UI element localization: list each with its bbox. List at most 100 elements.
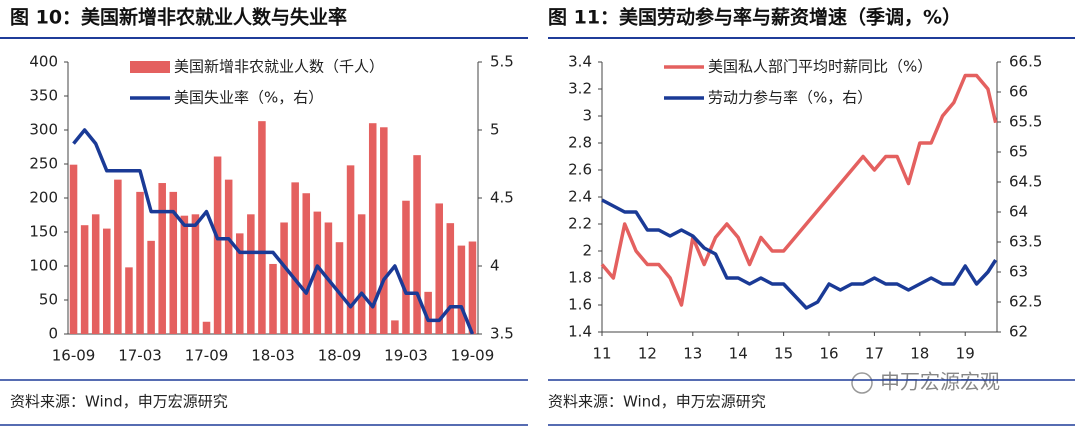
y-tick-label: 2.4 [568, 188, 592, 206]
x-tick-label: 16-09 [52, 347, 96, 365]
y-tick-label: 3 [582, 107, 592, 125]
y-tick-label: 1.4 [568, 323, 592, 341]
bar [313, 211, 322, 334]
bar [402, 200, 410, 334]
line-series [601, 198, 998, 310]
y2-tick-label: 64.5 [1009, 173, 1042, 191]
bar [191, 214, 200, 334]
y2-tick-label: 62.5 [1009, 293, 1042, 311]
y-tick-label: 300 [29, 121, 58, 139]
x-tick-label: 18-03 [251, 347, 295, 365]
y-tick-label: 3.2 [568, 80, 592, 98]
bar [468, 241, 477, 334]
bar [391, 320, 399, 334]
x-tick-label: 17-09 [185, 347, 229, 365]
bar [280, 222, 288, 334]
y-tick-label: 200 [29, 189, 58, 207]
bar [346, 165, 355, 334]
bar [380, 127, 388, 334]
x-tick-label: 11 [592, 345, 611, 363]
bar [247, 214, 255, 334]
x-tick-label: 14 [729, 345, 748, 363]
bar [435, 203, 443, 334]
bar [147, 240, 155, 334]
y-tick-label: 250 [29, 155, 58, 173]
bar [180, 215, 189, 334]
legend-label: 美国失业率（%，右） [174, 89, 323, 107]
y2-tick-label: 65.5 [1009, 113, 1042, 131]
bar [335, 242, 344, 334]
y2-tick-label: 66.5 [1009, 53, 1042, 71]
line-series [600, 73, 998, 307]
bar [258, 121, 266, 334]
y-tick-label: 3.4 [568, 53, 592, 71]
legend-swatch [130, 61, 170, 73]
chart-title: 图 10：美国新增非农就业人数与失业率 [10, 6, 347, 29]
y-tick-label: 0 [48, 325, 58, 343]
bar [424, 291, 432, 334]
y-tick-label: 150 [29, 223, 58, 241]
y-tick-label: 1.8 [568, 269, 592, 287]
x-tick-label: 16 [819, 345, 838, 363]
watermark-icon [851, 372, 873, 394]
x-tick-label: 12 [638, 345, 657, 363]
y2-tick-label: 5.5 [490, 53, 514, 71]
x-tick-label: 15 [774, 345, 793, 363]
y-tick-label: 1.6 [568, 296, 592, 314]
x-tick-label: 18 [910, 345, 929, 363]
legend-label: 美国新增非农就业人数（千人） [174, 58, 384, 76]
x-tick-label: 19-09 [451, 347, 495, 365]
x-tick-label: 17-03 [118, 347, 162, 365]
y-tick-label: 100 [29, 257, 58, 275]
bar [80, 225, 89, 334]
y2-tick-label: 4 [490, 257, 500, 275]
x-tick-label: 18-09 [318, 347, 362, 365]
bar [235, 233, 244, 334]
x-tick-label: 17 [865, 345, 884, 363]
bar [114, 179, 122, 334]
bar [357, 214, 366, 334]
x-tick-label: 19-03 [384, 347, 428, 365]
bar [158, 183, 166, 334]
watermark-text: 申万宏源宏观 [880, 370, 1000, 394]
x-tick-label: 19 [956, 345, 975, 363]
y-tick-label: 2.2 [568, 215, 592, 233]
legend-label: 劳动力参与率（%，右） [708, 89, 872, 107]
y2-tick-label: 62 [1009, 323, 1028, 341]
watermark: 申万宏源宏观 [851, 370, 1000, 394]
y2-tick-label: 66 [1009, 83, 1028, 101]
bar [446, 223, 455, 334]
bar [91, 214, 100, 334]
legend-label: 美国私人部门平均时薪同比（%） [708, 58, 932, 76]
bar [368, 123, 377, 334]
y-tick-label: 2 [582, 242, 592, 260]
x-tick-label: 13 [683, 345, 702, 363]
bar [213, 156, 222, 334]
y2-tick-label: 4.5 [490, 189, 514, 207]
bar [103, 228, 111, 334]
chart-title: 图 11：美国劳动参与率与薪资增速（季调，%） [548, 6, 961, 29]
y2-tick-label: 63.5 [1009, 233, 1042, 251]
y-tick-label: 400 [29, 53, 58, 71]
bar [69, 164, 78, 334]
bar [302, 193, 311, 334]
bar [224, 179, 233, 334]
y2-tick-label: 3.5 [490, 325, 514, 343]
bar [457, 245, 466, 334]
bar [413, 155, 421, 334]
bar [136, 191, 144, 334]
bar [291, 182, 299, 334]
bar [169, 191, 178, 334]
y-tick-label: 2.6 [568, 161, 592, 179]
bar [125, 267, 133, 334]
bar [202, 321, 211, 334]
y-tick-label: 50 [39, 291, 58, 309]
y2-tick-label: 5 [490, 121, 500, 139]
y-tick-label: 350 [29, 87, 58, 105]
y2-tick-label: 65 [1009, 143, 1028, 161]
line-series [72, 128, 475, 335]
bar [269, 263, 277, 334]
y2-tick-label: 64 [1009, 203, 1028, 221]
source: 资料来源：Wind，申万宏源研究 [10, 393, 228, 411]
